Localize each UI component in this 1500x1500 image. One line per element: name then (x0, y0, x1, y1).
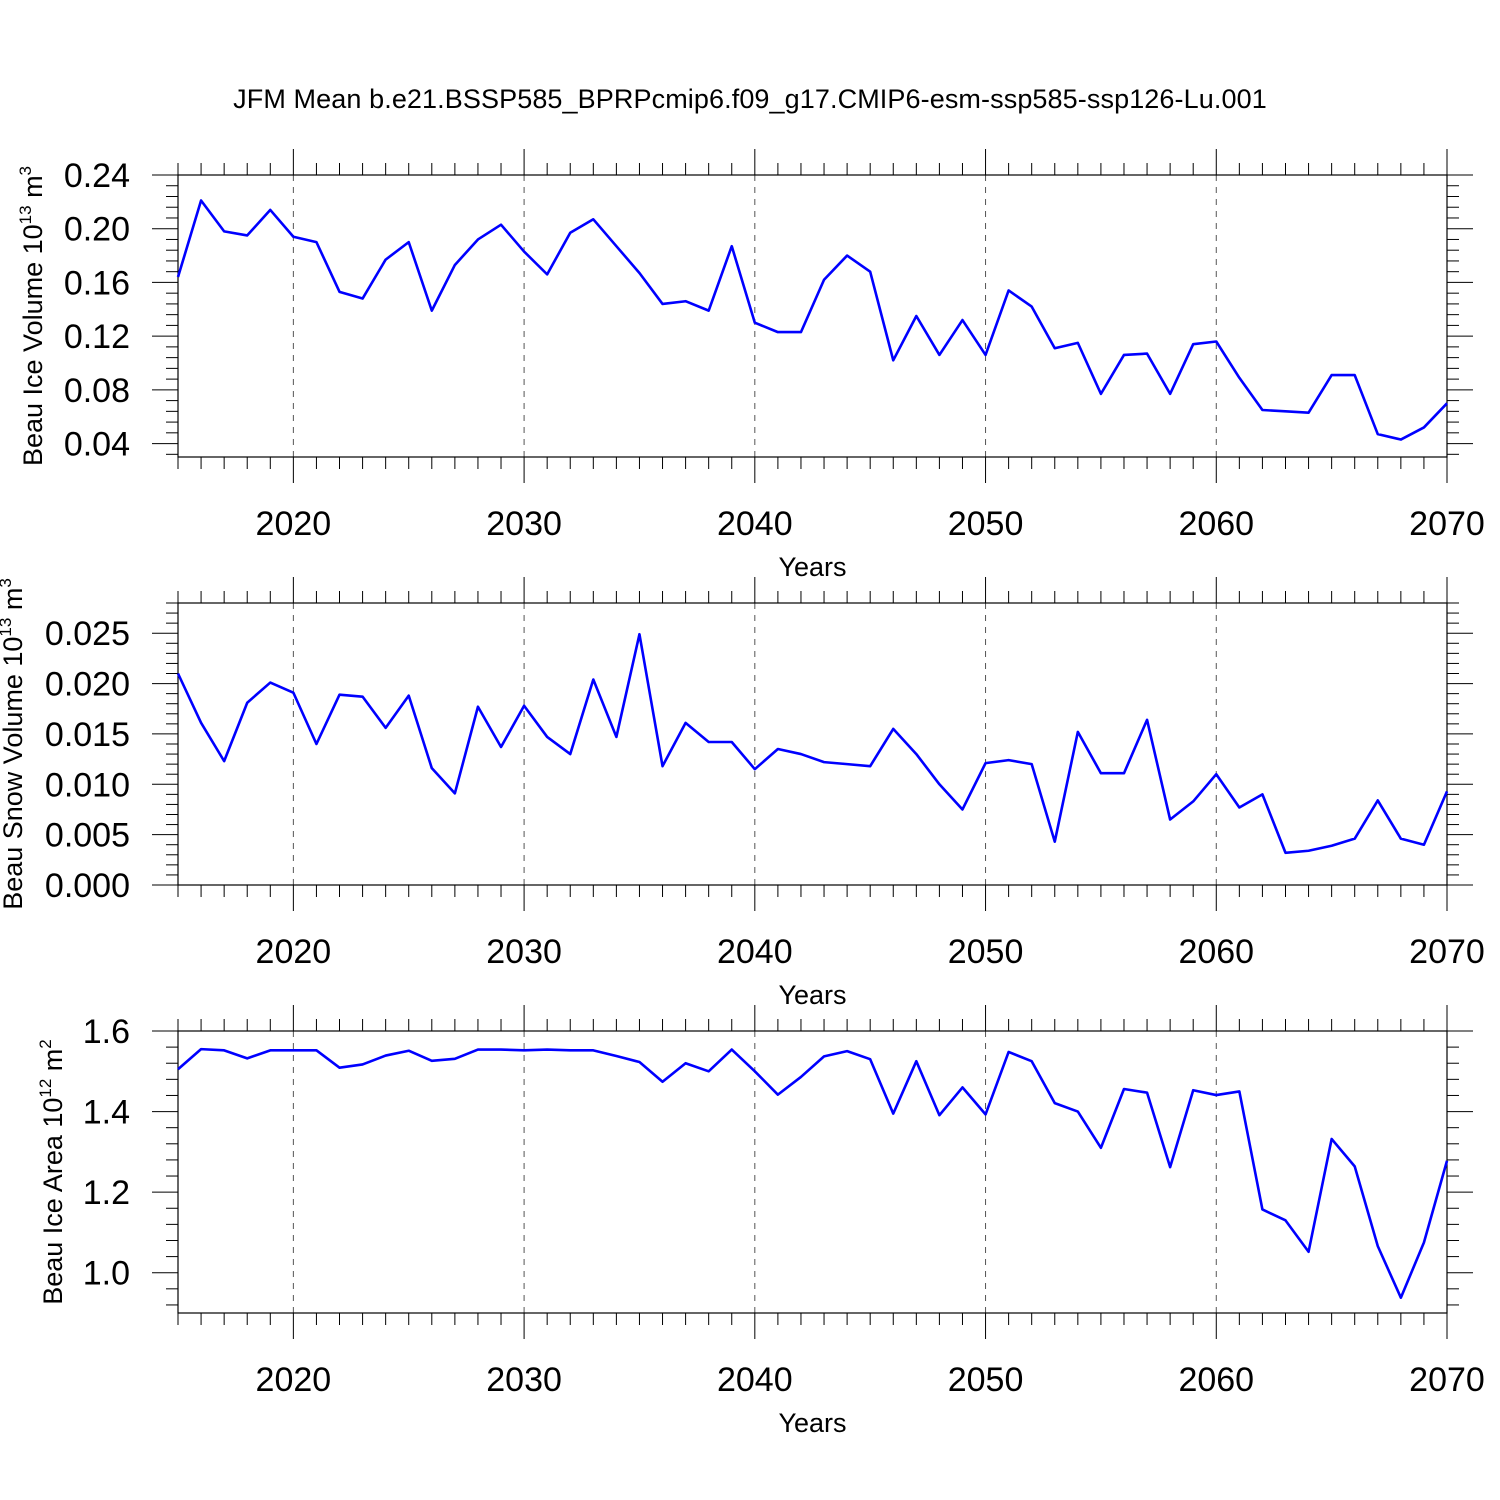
panel1-y-tick-label: 0.20 (64, 211, 130, 249)
panel1-y-axis-title: Beau Ice Volume 1013 m3 (16, 166, 48, 466)
panel3-series-line (177, 1047, 1449, 1299)
chart-main-title: JFM Mean b.e21.BSSP585_BPRPcmip6.f09_g17… (233, 84, 1267, 114)
panel3-x-tick-label: 2020 (256, 1361, 332, 1399)
panel1-y-tick-label: 0.12 (64, 318, 130, 356)
panel1-plot-frame (177, 174, 1448, 458)
panel3-y-tick-label: 1.6 (83, 1013, 130, 1051)
panel2-x-tick-label: 2040 (717, 933, 793, 971)
panel2-y-tick-label: 0.010 (45, 766, 130, 804)
panel2-y-tick-label: 0.000 (45, 867, 130, 905)
panel3-x-tick-label: 2050 (948, 1361, 1024, 1399)
panel2-y-tick-label: 0.020 (45, 666, 130, 704)
panel3-x-tick-label: 2040 (717, 1361, 793, 1399)
panel1-series-line (176, 199, 1448, 441)
panel2-x-tick-label: 2070 (1409, 933, 1485, 971)
panel3-plot-frame (177, 1030, 1448, 1314)
panel3-y-axis-title: Beau Ice Area 1012 m2 (36, 1039, 68, 1305)
panel1-x-tick-label: 2050 (948, 505, 1024, 543)
panel2-x-tick-label: 2020 (256, 933, 332, 971)
panel2-x-tick-label: 2050 (948, 933, 1024, 971)
panel-ice-volume: 0.04 0.08 0.12 0.16 0.20 0.24 2020 2030 2040 2050… (16, 149, 1485, 582)
panel3-x-tick-label: 2060 (1178, 1361, 1254, 1399)
panel2-y-tick-label: 0.025 (45, 615, 130, 653)
panel-snow-volume: 0.000 0.005 0.010 0.015 0.020 0.025 2020 2030 20… (0, 577, 1485, 1010)
panel1-x-tick-label: 2030 (486, 505, 562, 543)
panel2-series-line (176, 632, 1449, 855)
panel1-x-axis-title: Years (778, 552, 846, 582)
panel1-x-tick-label: 2070 (1409, 505, 1485, 543)
panel2-y-tick-label: 0.005 (45, 817, 130, 855)
panel2-y-axis-title: Beau Snow Volume 1013 m3 (0, 578, 28, 910)
panel1-x-tick-label: 2060 (1178, 505, 1254, 543)
panel3-y-tick-label: 1.4 (83, 1094, 130, 1132)
panel3-y-tick-label: 1.0 (83, 1255, 130, 1293)
panel1-x-tick-label: 2020 (256, 505, 332, 543)
panel1-y-tick-label: 0.16 (64, 264, 130, 302)
panel-ice-area: 1.0 1.2 1.4 1.6 2020 2030 2040 2050 2060 2070 Year… (36, 1005, 1485, 1438)
panel3-x-tick-label: 2070 (1409, 1361, 1485, 1399)
panel2-y-tick-label: 0.015 (45, 716, 130, 754)
panel2-x-axis-title: Years (778, 980, 846, 1010)
panel3-x-tick-label: 2030 (486, 1361, 562, 1399)
panel1-y-tick-label: 0.24 (64, 157, 130, 195)
panel1-y-tick-label: 0.08 (64, 372, 130, 410)
panel3-y-tick-label: 1.2 (83, 1174, 130, 1212)
panel1-x-tick-label: 2040 (717, 505, 793, 543)
panel2-x-tick-label: 2030 (486, 933, 562, 971)
panel2-plot-frame (177, 602, 1448, 886)
panel2-x-tick-label: 2060 (1178, 933, 1254, 971)
panel1-y-tick-label: 0.04 (64, 426, 130, 464)
panel3-x-axis-title: Years (778, 1408, 846, 1438)
